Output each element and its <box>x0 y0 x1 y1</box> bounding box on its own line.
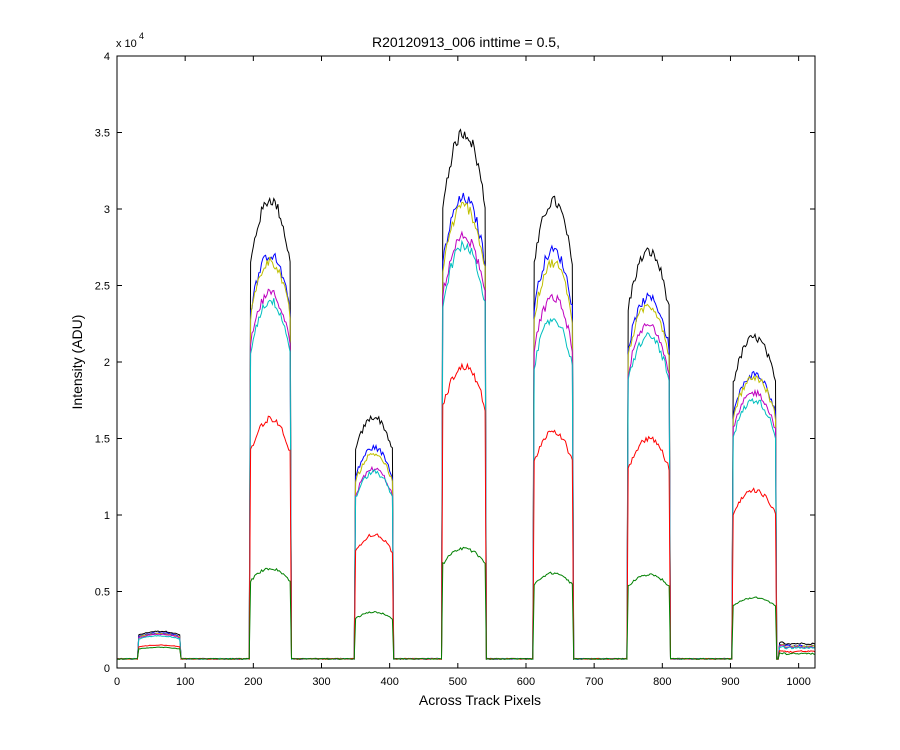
y-tick-label: 4 <box>104 51 110 63</box>
x-tick-label: 300 <box>312 676 330 688</box>
y-tick-label: 1.5 <box>95 434 110 446</box>
y-tick-label: 1 <box>104 510 110 522</box>
y-tick-label: 2.5 <box>95 281 110 293</box>
y-tick-label: 0.5 <box>95 587 110 599</box>
x-tick-label: 800 <box>653 676 671 688</box>
y-axis: 0 0.5 1 1.5 2 2.5 3 3.5 4 <box>95 51 815 675</box>
x-tick-label: 0 <box>114 676 120 688</box>
series-line-6 <box>116 546 816 660</box>
y-axis-label: Intensity (ADU) <box>69 315 85 410</box>
chart-title: R20120913_006 inttime = 0.5, <box>372 34 560 50</box>
x-axis-label: Across Track Pixels <box>419 692 541 708</box>
x-tick-label: 700 <box>585 676 603 688</box>
x-tick-label: 200 <box>244 676 262 688</box>
plot-area <box>117 56 815 668</box>
y-tick-label: 3 <box>104 204 110 216</box>
x-tick-label: 400 <box>380 676 398 688</box>
y-exponent-base: x 10 <box>116 38 137 50</box>
series-layer <box>116 128 816 661</box>
y-exponent-power: 4 <box>139 31 144 41</box>
x-tick-label: 1000 <box>786 676 810 688</box>
y-tick-label: 0 <box>104 663 110 675</box>
x-tick-label: 500 <box>449 676 467 688</box>
x-tick-label: 900 <box>721 676 739 688</box>
y-tick-label: 2 <box>104 357 110 369</box>
y-tick-label: 3.5 <box>95 128 110 140</box>
x-axis: 0 100 200 300 400 500 600 700 800 900 1000 <box>114 56 811 688</box>
x-tick-label: 600 <box>517 676 535 688</box>
x-tick-label: 100 <box>176 676 194 688</box>
